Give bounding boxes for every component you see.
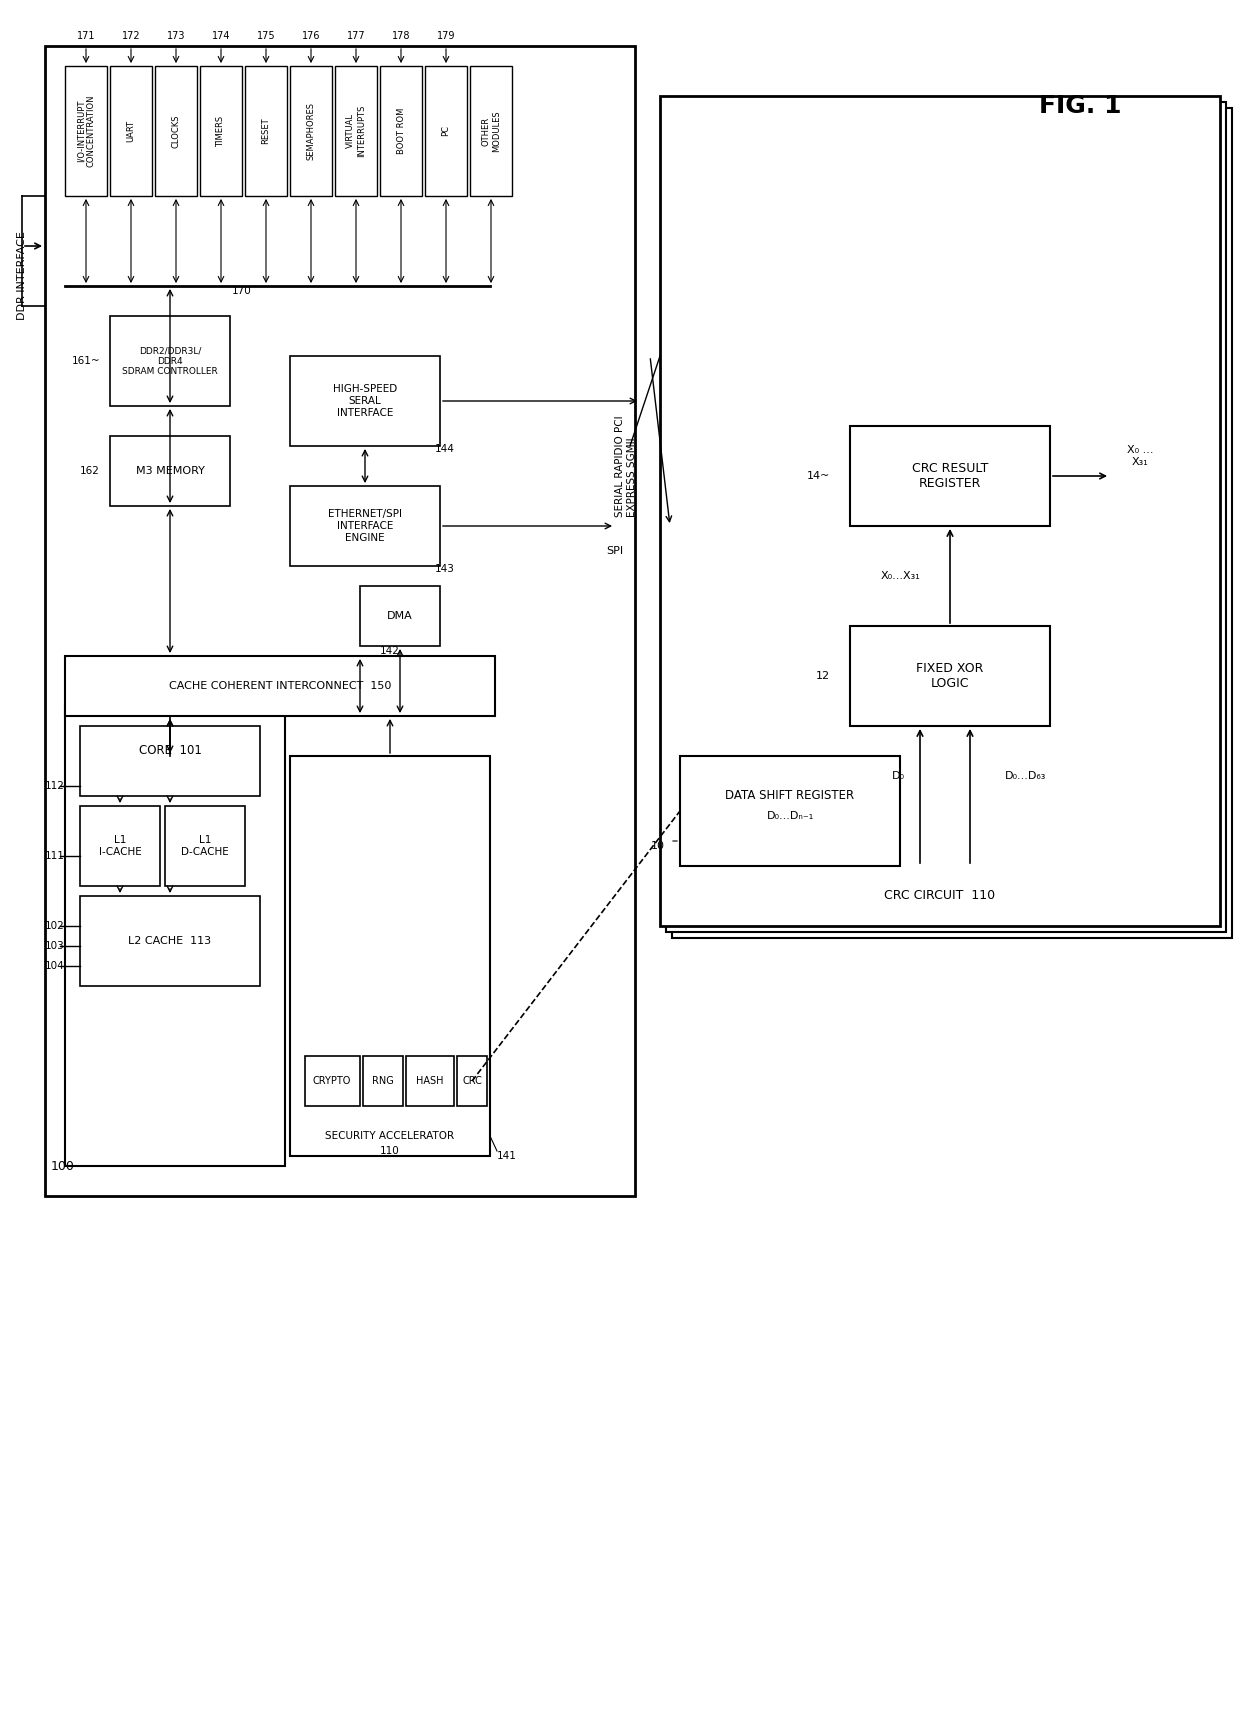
Bar: [64, 706, 285, 1167]
Text: I/O-INTERRUPT
CONCENTRATION: I/O-INTERRUPT CONCENTRATION: [77, 95, 95, 167]
Text: UART: UART: [126, 119, 135, 142]
Bar: [335, 66, 377, 197]
Text: BOOT ROM: BOOT ROM: [397, 107, 405, 154]
Text: CACHE COHERENT INTERCONNECT  150: CACHE COHERENT INTERCONNECT 150: [169, 682, 391, 690]
Text: X₀ ...
X₃₁: X₀ ... X₃₁: [1127, 445, 1153, 466]
Bar: [290, 756, 490, 1156]
Text: 104: 104: [45, 961, 64, 972]
Bar: [155, 66, 197, 197]
Text: 177: 177: [347, 31, 366, 41]
Text: 170: 170: [232, 287, 252, 295]
Text: SPI: SPI: [606, 545, 624, 556]
Text: D₀...Dₙ₋₁: D₀...Dₙ₋₁: [766, 811, 813, 822]
Text: D₀: D₀: [892, 772, 905, 780]
Bar: [110, 437, 229, 506]
Text: 179: 179: [436, 31, 455, 41]
Bar: [290, 66, 332, 197]
Text: 14~: 14~: [807, 471, 830, 482]
Text: 162: 162: [81, 466, 100, 476]
Bar: [458, 1056, 487, 1106]
Text: L2 CACHE  113: L2 CACHE 113: [129, 935, 212, 946]
Text: 112: 112: [45, 780, 64, 791]
Bar: [81, 727, 260, 796]
Bar: [470, 66, 512, 197]
Text: OTHER
MODULES: OTHER MODULES: [481, 110, 501, 152]
Bar: [45, 47, 635, 1196]
Bar: [246, 66, 286, 197]
Text: DDR2/DDR3L/
DDR4
SDRAM CONTROLLER: DDR2/DDR3L/ DDR4 SDRAM CONTROLLER: [122, 347, 218, 376]
Text: RNG: RNG: [372, 1075, 394, 1086]
Bar: [660, 97, 1220, 927]
Bar: [290, 356, 440, 445]
Bar: [360, 587, 440, 646]
Bar: [379, 66, 422, 197]
Text: 143: 143: [435, 564, 455, 575]
Text: PC: PC: [441, 126, 450, 136]
Text: HIGH-SPEED
SERAL
INTERFACE: HIGH-SPEED SERAL INTERFACE: [332, 385, 397, 418]
Text: L1
I-CACHE: L1 I-CACHE: [99, 835, 141, 856]
Bar: [849, 426, 1050, 526]
Text: DDR INTERFACE: DDR INTERFACE: [17, 231, 27, 321]
Bar: [110, 66, 153, 197]
Text: 110: 110: [381, 1146, 399, 1156]
Bar: [305, 1056, 360, 1106]
Bar: [363, 1056, 403, 1106]
Text: M3 MEMORY: M3 MEMORY: [135, 466, 205, 476]
Text: 171: 171: [77, 31, 95, 41]
Bar: [425, 66, 467, 197]
Text: 172: 172: [122, 31, 140, 41]
Bar: [81, 806, 160, 885]
Text: 161~: 161~: [72, 356, 100, 366]
Text: 111: 111: [45, 851, 64, 861]
Text: 144: 144: [435, 444, 455, 454]
Text: ETHERNET/SPI
INTERFACE
ENGINE: ETHERNET/SPI INTERFACE ENGINE: [329, 509, 402, 542]
Text: SEMAPHORES: SEMAPHORES: [306, 102, 315, 161]
Bar: [200, 66, 242, 197]
Bar: [64, 656, 495, 716]
Text: 175: 175: [257, 31, 275, 41]
Text: CRC RESULT
REGISTER: CRC RESULT REGISTER: [911, 463, 988, 490]
Text: CRC CIRCUIT  110: CRC CIRCUIT 110: [884, 889, 996, 903]
Text: 10: 10: [651, 841, 665, 851]
Bar: [849, 627, 1050, 727]
Text: TIMERS: TIMERS: [217, 116, 226, 147]
Text: CLOCKS: CLOCKS: [171, 114, 181, 148]
Bar: [110, 316, 229, 406]
Text: HASH: HASH: [417, 1075, 444, 1086]
Bar: [64, 66, 107, 197]
Text: DMA: DMA: [387, 611, 413, 621]
Text: X₀...X₃₁: X₀...X₃₁: [880, 571, 920, 582]
Text: CRYPTO: CRYPTO: [312, 1075, 351, 1086]
Bar: [672, 109, 1233, 937]
Text: SERIAL RAPIDIO PCI
EXPRESS SGMII: SERIAL RAPIDIO PCI EXPRESS SGMII: [615, 416, 636, 516]
Text: D₀...D₆₃: D₀...D₆₃: [1004, 772, 1047, 780]
Text: SECURITY ACCELERATOR: SECURITY ACCELERATOR: [325, 1131, 455, 1141]
Text: VIRTUAL
INTERRUPTS: VIRTUAL INTERRUPTS: [346, 105, 366, 157]
Text: RESET: RESET: [262, 117, 270, 145]
Bar: [165, 806, 246, 885]
Text: 12: 12: [816, 671, 830, 682]
Bar: [666, 102, 1226, 932]
Bar: [405, 1056, 454, 1106]
Text: 103: 103: [45, 941, 64, 951]
Text: CORE  101: CORE 101: [139, 744, 201, 758]
Text: FIG. 1: FIG. 1: [1039, 93, 1121, 117]
Text: 141: 141: [497, 1151, 517, 1162]
Text: 100: 100: [51, 1160, 74, 1172]
Bar: [81, 896, 260, 986]
Text: L1
D-CACHE: L1 D-CACHE: [181, 835, 229, 856]
Bar: [290, 487, 440, 566]
Text: CRC: CRC: [463, 1075, 482, 1086]
Text: 178: 178: [392, 31, 410, 41]
Text: 174: 174: [212, 31, 231, 41]
Text: FIXED XOR
LOGIC: FIXED XOR LOGIC: [916, 663, 983, 690]
Text: 142: 142: [381, 646, 401, 656]
Text: 176: 176: [301, 31, 320, 41]
Bar: [680, 756, 900, 866]
Text: 173: 173: [166, 31, 185, 41]
Text: DATA SHIFT REGISTER: DATA SHIFT REGISTER: [725, 789, 854, 803]
Text: 102: 102: [45, 922, 64, 930]
